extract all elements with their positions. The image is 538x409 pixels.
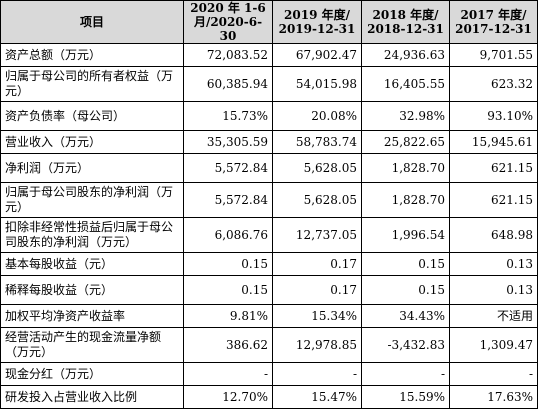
table-row: 基本每股收益（元） 0.15 0.17 0.15 0.13: [0, 252, 538, 276]
header-2019: 2019 年度/ 2019-12-31: [272, 0, 362, 44]
row-label: 扣除非经常性损益后归属于母公司股东的净利润（万元）: [0, 217, 184, 253]
cell-value: 0.15: [361, 252, 450, 276]
header-2017: 2017 年度/ 2017-12-31: [449, 0, 538, 44]
row-label: 净利润（万元）: [0, 153, 184, 183]
table-row: 研发投入占营业收入比例 12.70% 15.47% 15.59% 17.63%: [0, 385, 538, 409]
cell-value: 0.15: [183, 252, 273, 276]
row-label: 经营活动产生的现金流量净额（万元）: [0, 327, 184, 363]
cell-value: 6,086.76: [183, 217, 273, 253]
cell-value: -: [183, 362, 273, 386]
cell-value: 9,701.55: [449, 43, 538, 67]
header-item: 项目: [0, 0, 184, 44]
cell-value: 15.47%: [272, 385, 362, 409]
cell-value: 16,405.55: [361, 66, 450, 102]
cell-value: 623.32: [449, 66, 538, 102]
table-row: 加权平均净资产收益率 9.81% 15.34% 34.43% 不适用: [0, 304, 538, 328]
cell-value: 621.15: [449, 182, 538, 218]
row-label: 基本每股收益（元）: [0, 252, 184, 276]
table-row: 资产总额（万元） 72,083.52 67,902.47 24,936.63 9…: [0, 43, 538, 67]
cell-value: 1,309.47: [449, 327, 538, 363]
table-row: 稀释每股收益（元） 0.15 0.17 0.15 0.13: [0, 275, 538, 305]
header-2020h1: 2020 年 1-6 月/2020-6-30: [183, 0, 273, 44]
cell-value: 20.08%: [272, 101, 362, 131]
cell-value: 5,572.84: [183, 153, 273, 183]
header-2018: 2018 年度/ 2018-12-31: [361, 0, 450, 44]
cell-value: 9.81%: [183, 304, 273, 328]
row-label: 资产负债率（母公司）: [0, 101, 184, 131]
cell-value: 648.98: [449, 217, 538, 253]
row-label: 资产总额（万元）: [0, 43, 184, 67]
row-label: 归属于母公司的所有者权益（万元）: [0, 66, 184, 102]
row-label: 现金分红（万元）: [0, 362, 184, 386]
row-label: 归属于母公司股东的净利润（万元）: [0, 182, 184, 218]
table-row: 归属于母公司股东的净利润（万元） 5,572.84 5,628.05 1,828…: [0, 182, 538, 218]
cell-value: 15,945.61: [449, 130, 538, 154]
cell-value: 0.13: [449, 252, 538, 276]
cell-value: 5,572.84: [183, 182, 273, 218]
cell-value: 12.70%: [183, 385, 273, 409]
row-label: 加权平均净资产收益率: [0, 304, 184, 328]
cell-value: 0.17: [272, 275, 362, 305]
cell-value: 58,783.74: [272, 130, 362, 154]
cell-value: 15.59%: [361, 385, 450, 409]
cell-value: 1,828.70: [361, 153, 450, 183]
cell-value: -3,432.83: [361, 327, 450, 363]
cell-value: 15.34%: [272, 304, 362, 328]
table-row: 净利润（万元） 5,572.84 5,628.05 1,828.70 621.1…: [0, 153, 538, 183]
cell-value: 93.10%: [449, 101, 538, 131]
cell-value: 25,822.65: [361, 130, 450, 154]
row-label: 研发投入占营业收入比例: [0, 385, 184, 409]
cell-value: 1,828.70: [361, 182, 450, 218]
cell-value: 不适用: [449, 304, 538, 328]
cell-value: 60,385.94: [183, 66, 273, 102]
cell-value: 34.43%: [361, 304, 450, 328]
cell-value: 12,737.05: [272, 217, 362, 253]
cell-value: 17.63%: [449, 385, 538, 409]
cell-value: 621.15: [449, 153, 538, 183]
cell-value: 0.15: [361, 275, 450, 305]
cell-value: 12,978.85: [272, 327, 362, 363]
cell-value: 15.73%: [183, 101, 273, 131]
table-row: 现金分红（万元） - - - -: [0, 362, 538, 386]
table-row: 归属于母公司的所有者权益（万元） 60,385.94 54,015.98 16,…: [0, 66, 538, 102]
cell-value: 5,628.05: [272, 153, 362, 183]
cell-value: -: [361, 362, 450, 386]
cell-value: 5,628.05: [272, 182, 362, 218]
cell-value: 386.62: [183, 327, 273, 363]
cell-value: 67,902.47: [272, 43, 362, 67]
cell-value: -: [449, 362, 538, 386]
cell-value: 72,083.52: [183, 43, 273, 67]
table-row: 扣除非经常性损益后归属于母公司股东的净利润（万元） 6,086.76 12,73…: [0, 217, 538, 253]
cell-value: 35,305.59: [183, 130, 273, 154]
cell-value: 32.98%: [361, 101, 450, 131]
cell-value: 0.13: [449, 275, 538, 305]
cell-value: 0.17: [272, 252, 362, 276]
row-label: 营业收入（万元）: [0, 130, 184, 154]
cell-value: -: [272, 362, 362, 386]
cell-value: 1,996.54: [361, 217, 450, 253]
table-header-row: 项目 2020 年 1-6 月/2020-6-30 2019 年度/ 2019-…: [0, 0, 538, 44]
table-row: 营业收入（万元） 35,305.59 58,783.74 25,822.65 1…: [0, 130, 538, 154]
cell-value: 0.15: [183, 275, 273, 305]
cell-value: 54,015.98: [272, 66, 362, 102]
cell-value: 24,936.63: [361, 43, 450, 67]
row-label: 稀释每股收益（元）: [0, 275, 184, 305]
table-row: 资产负债率（母公司） 15.73% 20.08% 32.98% 93.10%: [0, 101, 538, 131]
table-row: 经营活动产生的现金流量净额（万元） 386.62 12,978.85 -3,43…: [0, 327, 538, 363]
